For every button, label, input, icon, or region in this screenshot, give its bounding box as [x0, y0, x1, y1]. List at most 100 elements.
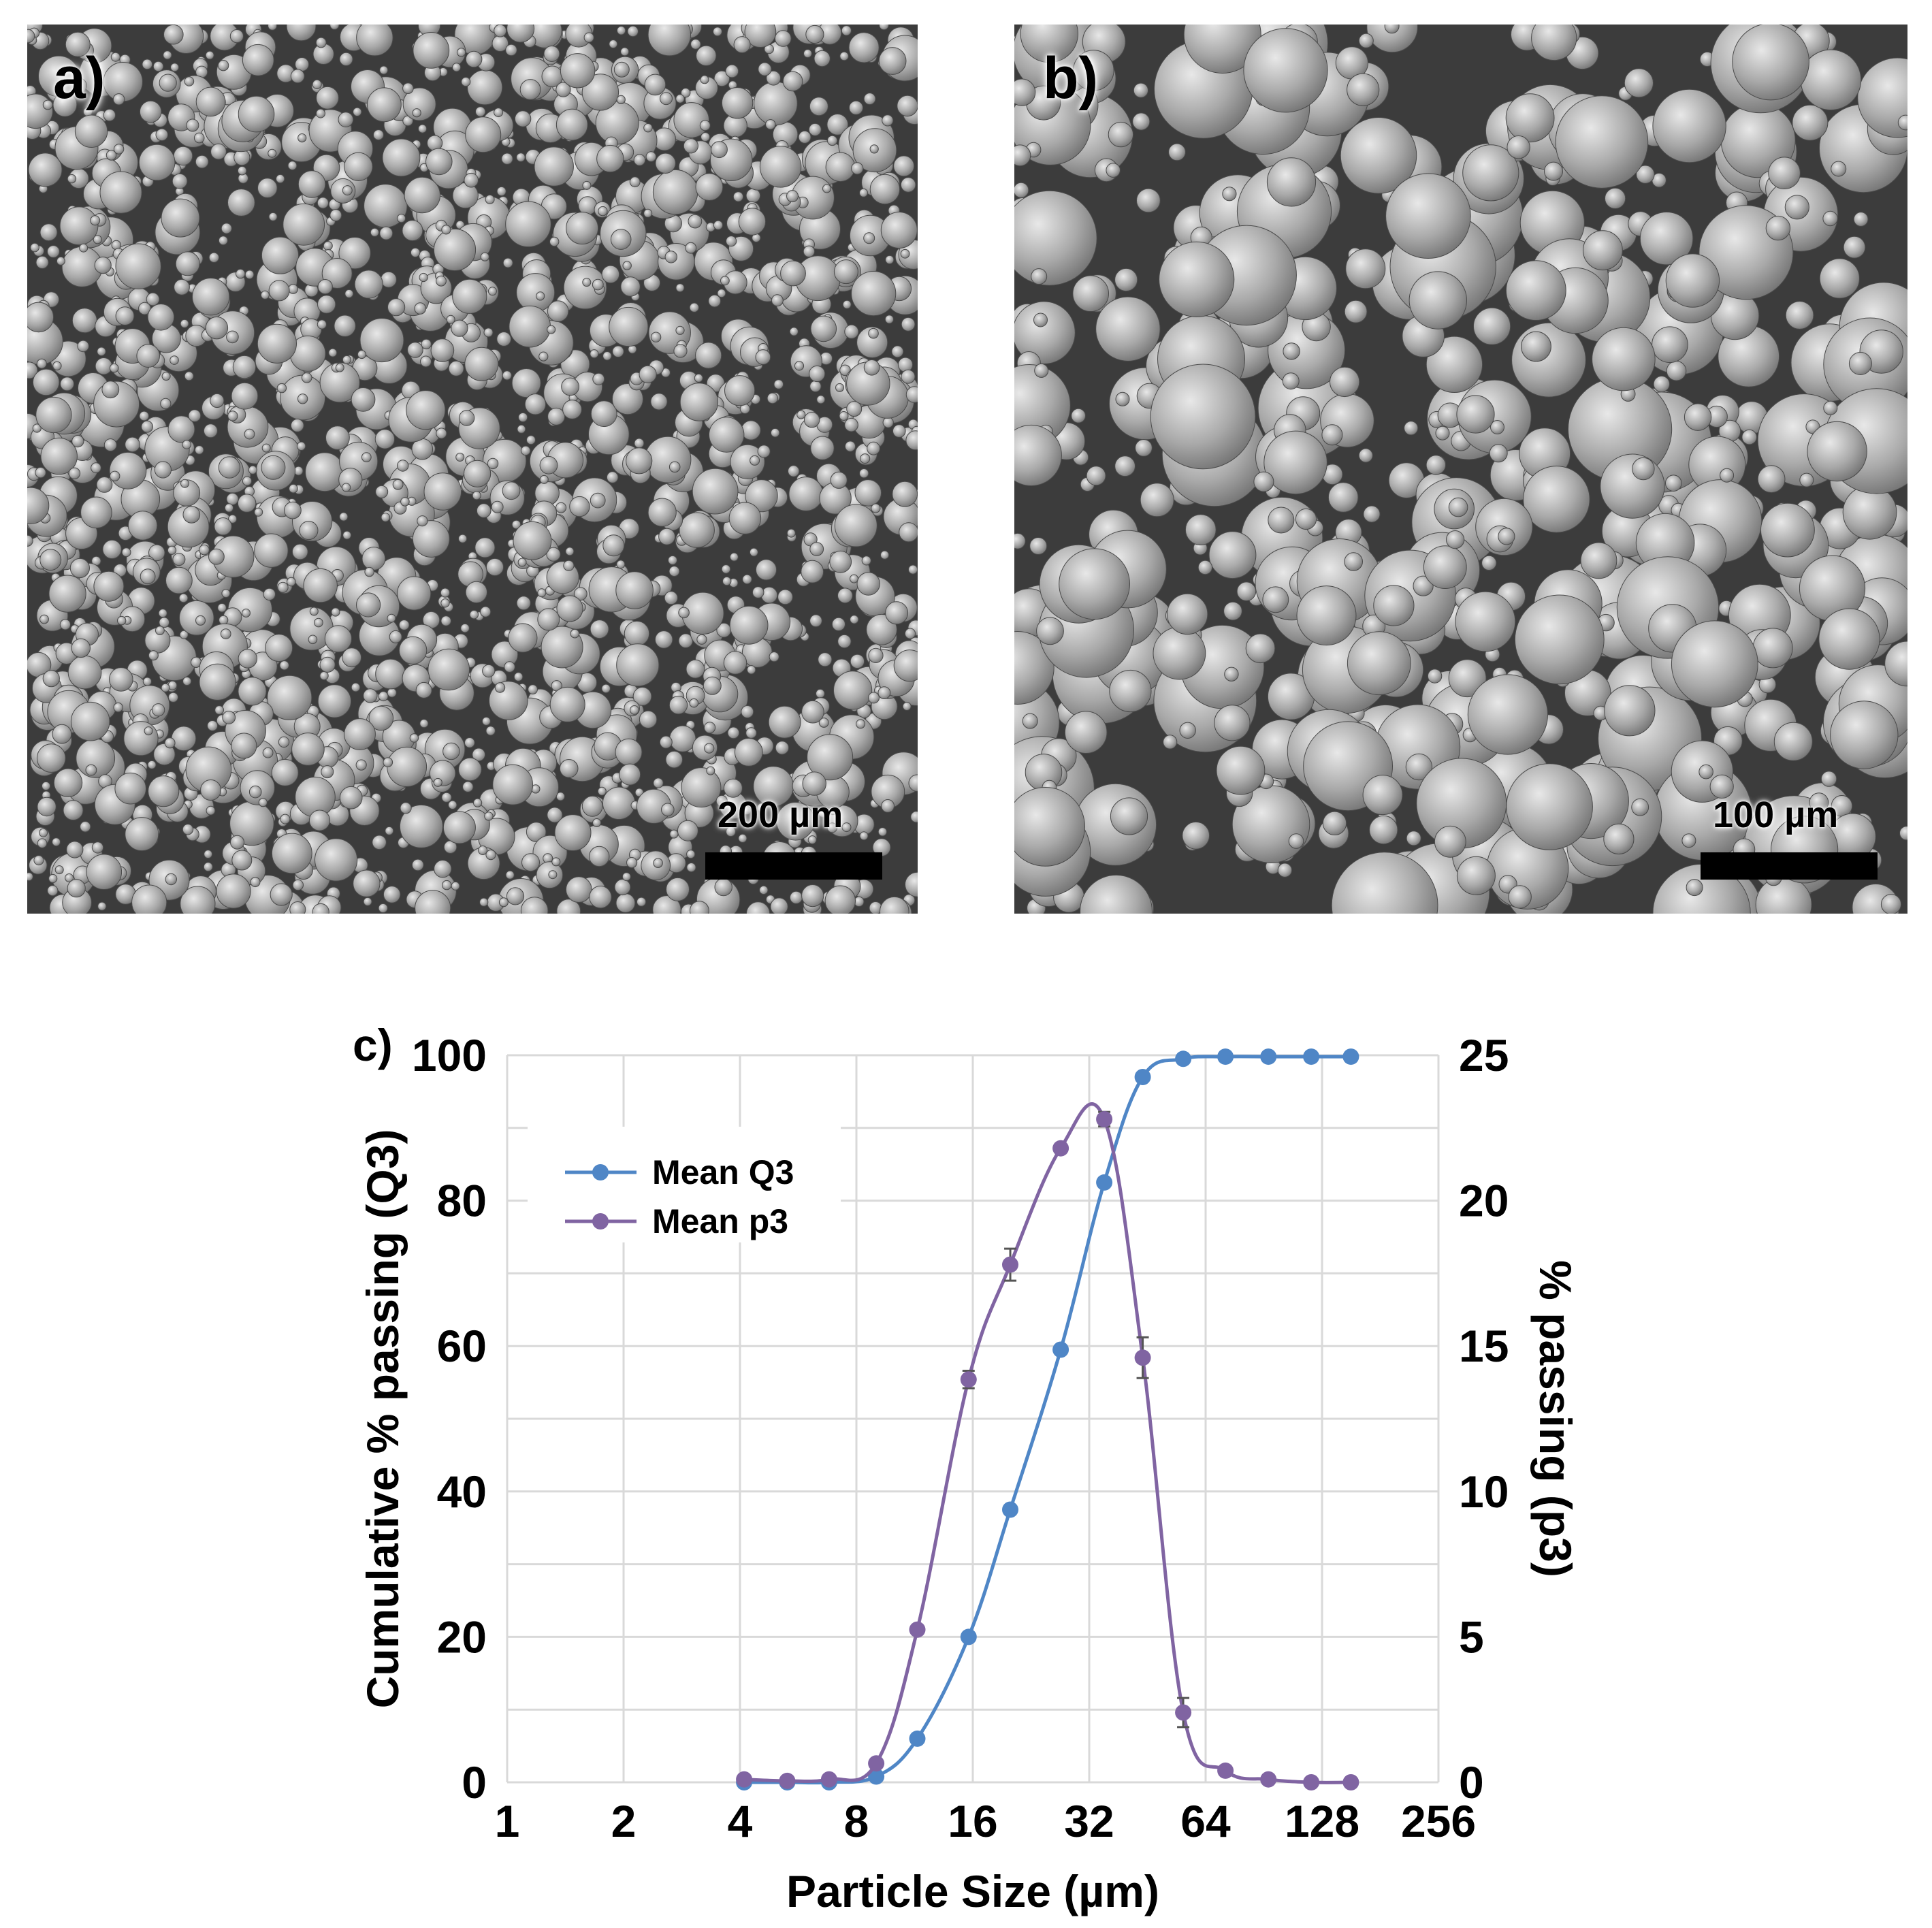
sem-b-particle: [1652, 89, 1726, 163]
sem-a-particle: [71, 78, 87, 93]
sem-b-particle: [1843, 236, 1866, 259]
sem-a-particle: [97, 347, 106, 357]
sem-a-particle: [387, 298, 406, 317]
x-tick-label: 8: [844, 1796, 869, 1846]
sem-a-particle: [900, 177, 916, 193]
sem-a-particle: [474, 537, 496, 558]
sem-a-particle: [589, 886, 612, 909]
sem-b-particle: [1426, 336, 1483, 393]
sem-a-particle: [818, 718, 829, 728]
sem-a-particle: [526, 822, 547, 842]
sem-b-particle: [1182, 821, 1210, 850]
sem-a-particle: [392, 479, 404, 490]
sem-a-particle: [664, 591, 678, 605]
sem-a-particle: [880, 212, 918, 248]
sem-a-particle: [615, 893, 636, 913]
sem-a-particle: [611, 383, 644, 415]
sem-a-particle: [664, 251, 677, 263]
y-right-tick-label: 0: [1459, 1757, 1484, 1808]
sem-b-particle: [1022, 713, 1038, 729]
sem-a-particle: [160, 398, 172, 410]
sem-a-particle: [518, 412, 528, 423]
sem-b-particle: [1059, 548, 1130, 620]
sem-a-particle: [361, 452, 372, 462]
sem-a-particle: [142, 59, 153, 70]
sem-b-particle: [1385, 173, 1471, 259]
sem-a-particle: [494, 25, 507, 37]
mean-p3-point: [960, 1371, 977, 1388]
sem-b-particle: [1243, 28, 1328, 113]
sem-a-particle: [378, 903, 388, 914]
sem-a-particle: [229, 29, 244, 44]
sem-a-particle: [775, 30, 792, 47]
sem-a-particle: [867, 441, 880, 455]
sem-a-particle: [91, 841, 104, 854]
sem-a-particle: [287, 161, 297, 171]
sem-a-particle: [163, 50, 172, 60]
sem-a-particle: [868, 327, 879, 339]
sem-a-particle: [97, 901, 107, 911]
sem-a-particle: [726, 826, 736, 837]
sem-a-particle: [465, 581, 487, 604]
sem-a-particle: [882, 417, 894, 428]
sem-a-particle: [80, 496, 112, 529]
sem-a-particle: [750, 455, 760, 466]
sem-a-particle: [798, 130, 811, 144]
sem-a-particle: [406, 390, 446, 430]
sem-a-particle: [686, 659, 705, 679]
sem-a-particle: [442, 742, 460, 760]
sem-a-particle: [180, 886, 216, 914]
sem-a-particle: [683, 138, 699, 154]
sem-a-particle: [758, 62, 772, 76]
sem-b-particle: [1462, 144, 1519, 202]
sem-a-particle: [344, 152, 373, 182]
sem-a-particle: [361, 547, 386, 571]
sem-a-particle: [27, 302, 54, 333]
sem-a-particle: [192, 278, 230, 316]
sem-a-particle: [730, 444, 765, 479]
sem-b-particle: [1295, 508, 1317, 530]
sem-a-particle: [741, 705, 754, 718]
sem-a-particle: [276, 174, 285, 184]
sem-a-particle: [637, 897, 647, 907]
sem-a-particle: [669, 725, 696, 752]
sem-b-particle: [1830, 701, 1899, 769]
sem-a-particle: [334, 315, 356, 337]
sem-a-particle: [752, 586, 764, 598]
sem-b-particle: [1511, 322, 1586, 398]
sem-a-particle: [423, 472, 462, 511]
sem-a-particle: [713, 27, 722, 37]
sem-a-particle: [660, 92, 673, 106]
sem-a-particle: [286, 25, 317, 42]
sem-a-particle: [713, 70, 730, 87]
sem-a-particle: [338, 112, 354, 128]
sem-b-particle: [1080, 874, 1153, 914]
sem-a-particle: [765, 119, 776, 130]
y-left-tick-label: 60: [437, 1321, 487, 1371]
sem-b-particle: [1720, 468, 1735, 483]
sem-a-particle: [501, 152, 513, 165]
sem-a-particle: [830, 471, 848, 489]
x-tick-label: 4: [728, 1796, 753, 1846]
sem-a-particle: [86, 854, 123, 890]
sem-a-particle: [193, 132, 205, 144]
sem-b-particle: [1086, 466, 1106, 486]
sem-a-particle: [742, 574, 752, 585]
sem-a-particle: [260, 290, 270, 300]
sem-a-particle: [77, 340, 89, 353]
sem-b-particle: [1456, 856, 1496, 895]
sem-a-particle: [262, 747, 274, 758]
sem-b-particle: [1168, 143, 1186, 161]
sem-a-particle: [856, 572, 880, 596]
sem-a-particle: [440, 615, 452, 626]
sem-a-particle: [221, 223, 232, 234]
sem-a-particle: [569, 496, 590, 517]
sem-a-particle: [47, 885, 59, 897]
sem-a-particle: [195, 615, 206, 626]
sem-a-particle: [767, 392, 779, 404]
sem-a-particle: [39, 549, 62, 571]
sem-a-particle: [592, 818, 602, 827]
sem-a-particle: [722, 576, 732, 586]
sem-a-particle: [242, 609, 251, 617]
sem-a-particle: [321, 765, 334, 779]
